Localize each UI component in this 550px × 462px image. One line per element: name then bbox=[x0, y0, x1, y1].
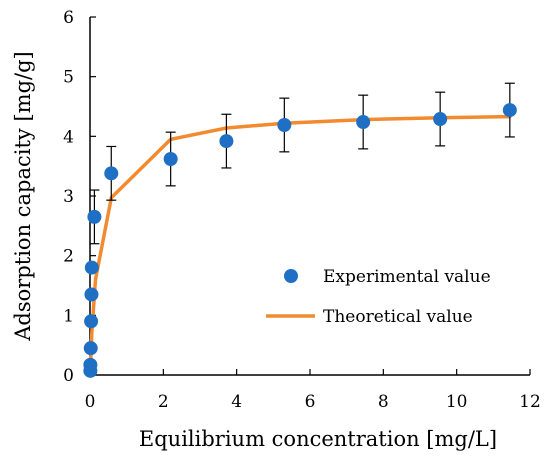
data-point bbox=[104, 166, 119, 181]
legend-marker-experimental bbox=[284, 269, 298, 283]
legend-label-theoretical: Theoretical value bbox=[323, 307, 473, 327]
x-tick-label: 10 bbox=[446, 392, 468, 412]
x-tick-label: 0 bbox=[85, 392, 96, 412]
legend-label-experimental: Experimental value bbox=[323, 267, 491, 287]
data-point bbox=[84, 314, 99, 329]
data-point bbox=[433, 112, 448, 127]
y-tick-label: 0 bbox=[63, 366, 74, 386]
y-tick-label: 6 bbox=[63, 8, 74, 28]
x-tick-label: 2 bbox=[158, 392, 169, 412]
experimental-series bbox=[83, 82, 517, 378]
data-point bbox=[502, 103, 517, 118]
data-point bbox=[277, 117, 292, 132]
data-point bbox=[84, 287, 99, 302]
y-tick-label: 2 bbox=[63, 247, 74, 267]
theoretical-series bbox=[88, 114, 512, 371]
data-point bbox=[163, 152, 178, 167]
data-point bbox=[219, 134, 234, 149]
y-tick-label: 5 bbox=[63, 68, 74, 88]
x-axis-ticks: 0 2 4 6 8 10 12 bbox=[85, 369, 541, 412]
data-point bbox=[87, 209, 102, 224]
data-point bbox=[83, 341, 98, 356]
x-tick-label: 12 bbox=[519, 392, 541, 412]
x-axis-title: Equilibrium concentration [mg/L] bbox=[139, 427, 497, 451]
data-point bbox=[83, 357, 98, 372]
theoretical-line bbox=[88, 114, 512, 371]
data-point bbox=[84, 260, 99, 275]
y-axis-title: Adsorption capacity [mg/g] bbox=[11, 51, 35, 341]
y-tick-label: 4 bbox=[63, 127, 74, 147]
legend: Experimental value Theoretical value bbox=[266, 267, 491, 327]
x-tick-label: 6 bbox=[305, 392, 316, 412]
data-point bbox=[356, 115, 371, 130]
y-tick-label: 1 bbox=[63, 306, 74, 326]
y-axis-ticks: 0 1 2 3 4 5 6 bbox=[63, 8, 96, 386]
y-tick-label: 3 bbox=[63, 187, 74, 207]
x-tick-label: 8 bbox=[378, 392, 389, 412]
x-tick-label: 4 bbox=[231, 392, 242, 412]
